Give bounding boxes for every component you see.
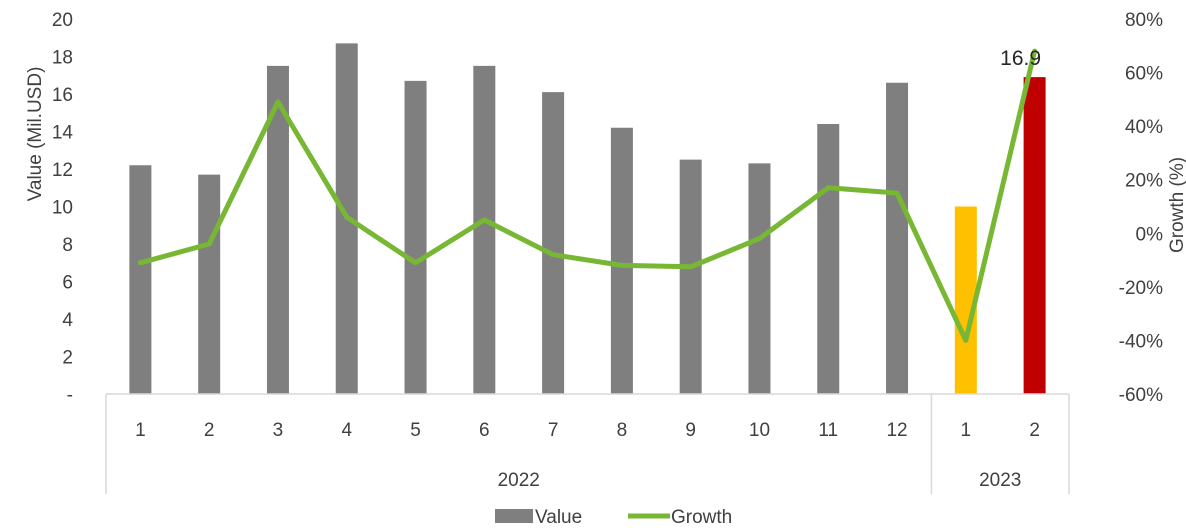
right-axis-title: Growth (%) [1167,157,1186,253]
bar-data-label: 16.9 [1000,47,1041,70]
category-label: 5 [410,420,421,441]
bar [954,206,977,394]
right-tick-label: -40% [1119,331,1163,352]
bar [817,124,840,394]
bar [129,165,152,394]
right-tick-label: -60% [1119,385,1163,406]
right-tick-label: 80% [1125,10,1163,31]
category-label: 2 [204,420,215,441]
left-tick-label: 2 [62,348,73,369]
left-tick-label: 16 [52,85,73,106]
category-label: 8 [617,420,628,441]
bar [886,82,909,394]
left-tick-label: 6 [62,273,73,294]
left-tick-label: - [67,385,73,406]
category-label: 10 [749,420,770,441]
left-tick-label: 10 [52,198,73,219]
bar [404,80,427,394]
right-tick-label: 40% [1125,117,1163,138]
category-label: 9 [685,420,696,441]
category-label: 1 [961,420,972,441]
category-label: 2 [1029,420,1040,441]
category-label: 1 [135,420,146,441]
category-labels: 1 2 3 4 5 6 7 8 9 10 11 12 1 2 [135,420,1040,441]
group-labels: 2022 2023 [498,470,1022,491]
left-tick-label: 4 [62,310,73,331]
category-label: 4 [341,420,352,441]
left-tick-label: 14 [52,123,74,144]
category-label: 6 [479,420,490,441]
legend-label-value: Value [535,507,582,528]
left-tick-label: 18 [52,48,73,69]
bar [610,127,633,394]
legend-label-growth: Growth [671,507,732,528]
bar [748,163,771,394]
bar [1023,77,1046,394]
growth-line [137,48,1038,343]
left-tick-label: 20 [52,10,73,31]
left-axis-title: Value (Mil.USD) [25,67,46,202]
bar [266,65,289,394]
data-labels: 16.9 [1000,47,1041,70]
bar [473,65,496,394]
group-label: 2022 [498,470,540,491]
left-tick-label: 12 [52,160,73,181]
bar [198,174,221,394]
category-axis [105,393,1070,494]
bar [679,159,702,394]
left-axis-ticks: - 2 4 6 8 10 12 14 16 18 20 [52,10,74,406]
group-label: 2023 [979,470,1021,491]
category-label: 3 [273,420,284,441]
bar [542,92,565,394]
legend: Value Growth [495,507,732,528]
right-tick-label: 0% [1136,224,1164,245]
category-label: 11 [818,420,838,441]
category-label: 12 [886,420,907,441]
category-label: 7 [548,420,559,441]
right-axis-ticks: -60% -40% -20% 0% 20% 40% 60% 80% [1119,10,1163,406]
right-tick-label: -20% [1119,278,1163,299]
legend-swatch-value [495,509,533,523]
left-tick-label: 8 [62,235,73,256]
right-tick-label: 60% [1125,64,1163,85]
right-tick-label: 20% [1125,171,1163,192]
